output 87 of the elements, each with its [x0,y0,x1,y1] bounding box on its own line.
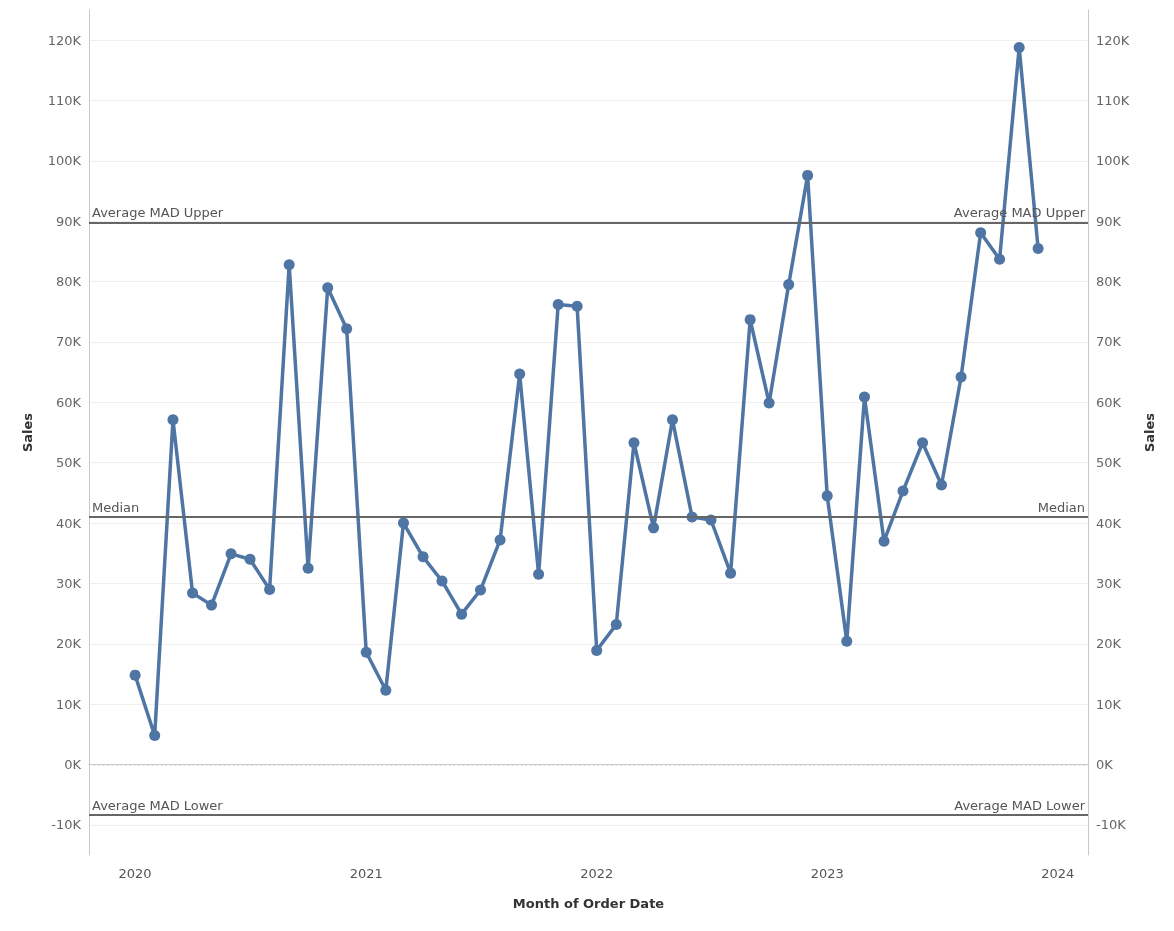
point [667,414,678,426]
point [436,575,448,587]
point [129,669,141,681]
y-tick-label: 30K [55,575,82,591]
y2-tick-label: 10K [1096,696,1122,712]
point [456,608,468,620]
ref-line-label: Average MAD Upper [92,205,224,221]
y-tick-label: 80K [55,274,82,290]
point [187,587,199,599]
point [341,323,353,335]
y2-tick-label: 90K [1096,213,1122,229]
point [955,371,967,383]
point [994,253,1006,265]
x-tick-label: 2022 [580,866,614,881]
point [552,299,564,311]
point [475,584,487,596]
point [917,437,929,449]
y2-tick-label: 110K [1096,93,1130,109]
point [225,548,237,560]
point [628,437,640,449]
y-tick-label: -10K [51,817,82,833]
point [897,485,909,497]
point [783,279,795,291]
point [244,553,256,565]
x-tick-label: 2024 [1041,866,1075,881]
point [744,314,756,326]
y-tick-label: 70K [55,334,82,350]
point [397,517,409,529]
y2-tick-label: 20K [1096,636,1122,652]
point [763,397,775,409]
y-tick-label: 110K [47,93,82,109]
point [283,259,295,271]
point [610,618,622,630]
y2-tick-label: 120K [1096,32,1130,48]
point [858,391,870,403]
y2-tick-label: 60K [1096,394,1122,410]
ref-line-label: Average MAD Lower [92,797,224,813]
point [821,490,833,502]
point [380,684,392,696]
point [149,730,161,741]
text: Average MAD Lower [954,797,1085,813]
point [591,644,603,656]
point [417,551,429,563]
point [571,300,583,312]
ref-line-label: Median [92,500,140,515]
x-tick-label: 2021 [349,866,383,881]
point [1032,242,1044,254]
point [975,227,987,239]
point [1013,41,1025,53]
point [648,522,660,534]
y-tick-label: 0K [64,756,82,772]
y2-tick-label: 50K [1096,455,1122,471]
point [725,567,737,579]
y2-tick-label: 30K [1096,575,1122,591]
y-tick-label: 60K [55,394,82,410]
point [936,479,947,491]
point [360,646,372,658]
point [533,568,545,580]
point [841,635,853,647]
point [514,368,526,380]
y2-tick-label: 70K [1096,334,1122,350]
y-tick-label: 20K [55,636,82,652]
point [167,414,179,426]
point [322,282,334,294]
y2-axis-title: Sales [1142,412,1157,453]
y2-tick-label: 100K [1096,153,1130,169]
x-axis-title: Month of Order Date [512,896,665,911]
y-tick-label: 90K [55,213,82,229]
point [302,562,314,574]
y-axis-title: Sales [20,412,35,453]
point [206,599,218,611]
y2-tick-label: 40K [1096,515,1122,531]
y-tick-label: 100K [47,153,82,169]
y2-tick-label: -10K [1096,817,1127,833]
point [878,535,890,547]
point [802,169,814,181]
x-tick-label: 2023 [810,866,844,881]
point [264,583,276,595]
y2-tick-label: 0K [1096,756,1114,772]
x-tick-label: 2020 [118,866,152,881]
y-tick-label: 40K [55,515,82,531]
point [494,534,506,546]
y-tick-label: 50K [55,455,82,471]
text: Median [1037,500,1085,515]
y2-tick-label: 80K [1096,274,1122,290]
y-tick-label: 120K [47,32,82,48]
y-tick-label: 10K [55,696,82,712]
